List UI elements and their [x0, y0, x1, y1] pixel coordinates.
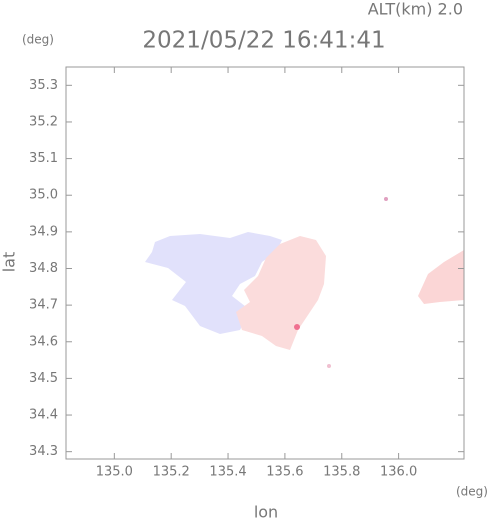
strong-echo — [294, 324, 300, 330]
plot-frame — [65, 66, 465, 460]
x-tick-label: 135.4 — [209, 465, 246, 480]
x-axis-label: lon — [254, 503, 278, 521]
small-echo — [384, 197, 388, 201]
y-tick-label: 34.6 — [29, 334, 58, 349]
y-tick-label: 34.4 — [29, 408, 58, 423]
x-tick-label: 135.6 — [266, 465, 303, 480]
receding-echo — [418, 250, 464, 304]
y-tick-label: 34.8 — [29, 261, 58, 276]
y-tick-label: 34.3 — [29, 444, 58, 459]
small-echo — [327, 364, 331, 368]
y-axis-label: lat — [0, 252, 19, 273]
x-tick-label: 135.8 — [323, 465, 360, 480]
echo-field — [145, 197, 464, 368]
y-tick-label: 35.1 — [29, 151, 58, 166]
y-tick-label: 35.3 — [29, 78, 58, 93]
y-unit: (deg) — [22, 33, 54, 47]
y-tick-label: 34.5 — [29, 371, 58, 386]
y-tick-label: 34.7 — [29, 298, 58, 313]
y-tick-label: 35.2 — [29, 114, 58, 129]
x-unit: (deg) — [456, 485, 488, 499]
x-tick-label: 135.2 — [153, 465, 190, 480]
receding-echo — [236, 236, 326, 350]
y-tick-label: 34.9 — [29, 224, 58, 239]
x-tick-label: 135.0 — [96, 465, 133, 480]
chart-title: 2021/05/22 16:41:41 — [142, 28, 385, 54]
altitude-label: ALT(km) 2.0 — [368, 0, 463, 19]
x-tick-label: 136.0 — [380, 465, 417, 480]
y-tick-label: 35.0 — [29, 188, 58, 203]
